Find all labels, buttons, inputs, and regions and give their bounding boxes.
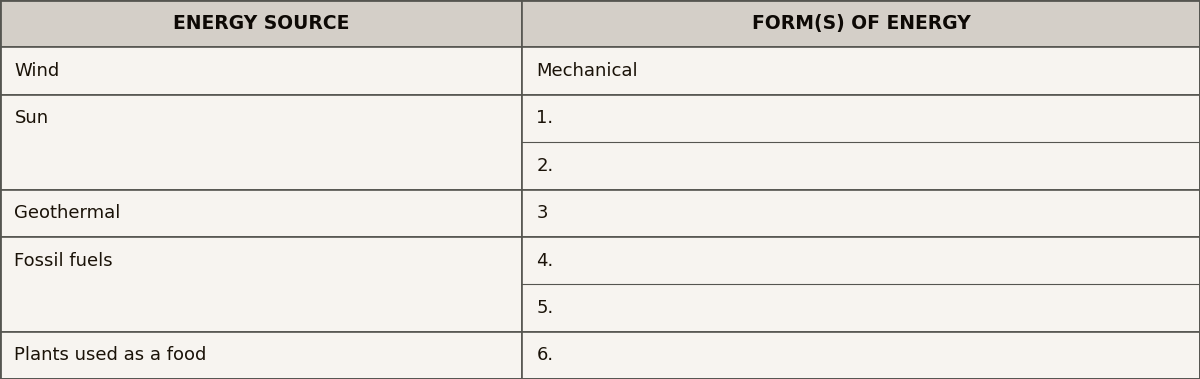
Bar: [522, 0, 1200, 47]
Bar: [522, 332, 1200, 379]
Text: Wind: Wind: [14, 62, 60, 80]
Bar: [522, 237, 1200, 332]
Bar: [0, 332, 522, 379]
Bar: [522, 47, 1200, 95]
Bar: [0, 237, 522, 332]
Bar: [0, 190, 522, 237]
Text: 4.: 4.: [536, 252, 553, 269]
Text: 3: 3: [536, 204, 548, 222]
Bar: [0, 95, 522, 190]
Text: 2.: 2.: [536, 157, 553, 175]
Bar: [0, 47, 522, 95]
Bar: [522, 95, 1200, 190]
Text: 1.: 1.: [536, 110, 553, 127]
Text: 5.: 5.: [536, 299, 553, 317]
Text: ENERGY SOURCE: ENERGY SOURCE: [173, 14, 349, 33]
Text: Sun: Sun: [14, 110, 48, 127]
Bar: [522, 190, 1200, 237]
Text: Plants used as a food: Plants used as a food: [14, 346, 206, 364]
Text: FORM(S) OF ENERGY: FORM(S) OF ENERGY: [751, 14, 971, 33]
Text: 6.: 6.: [536, 346, 553, 364]
Bar: [0, 0, 522, 47]
Text: Geothermal: Geothermal: [14, 204, 121, 222]
Text: Mechanical: Mechanical: [536, 62, 638, 80]
Text: Fossil fuels: Fossil fuels: [14, 252, 113, 269]
